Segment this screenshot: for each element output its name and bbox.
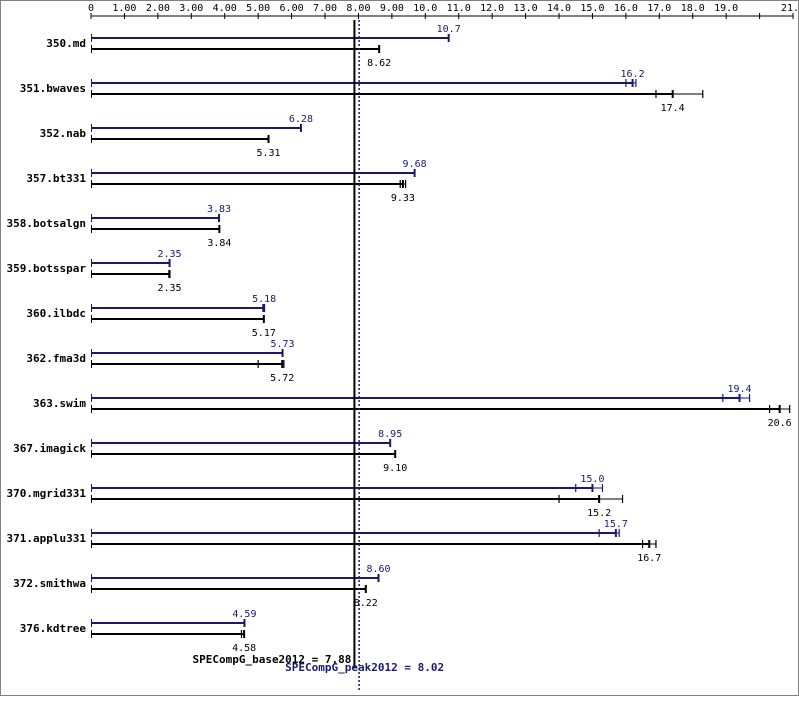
peak-value-label: 15.7 bbox=[604, 519, 628, 530]
x-tick-label: 0 bbox=[88, 3, 94, 14]
base-value-label: 4.58 bbox=[232, 643, 256, 654]
benchmark-label: 363.swim bbox=[33, 397, 86, 410]
base-value-label: 17.4 bbox=[661, 103, 685, 114]
mean-lines: SPECompG_base2012 = 7.88SPECompG_peak201… bbox=[192, 20, 444, 690]
x-tick-label: 16.0 bbox=[614, 3, 638, 14]
base-value-label: 8.62 bbox=[367, 58, 391, 69]
x-tick-label: 19.0 bbox=[714, 3, 738, 14]
x-tick-label: 13.0 bbox=[514, 3, 538, 14]
base-value-label: 3.84 bbox=[207, 238, 231, 249]
benchmark-label: 372.smithwa bbox=[13, 577, 86, 590]
peak-value-label: 19.4 bbox=[727, 384, 751, 395]
x-tick-label: 12.0 bbox=[480, 3, 504, 14]
x-tick-label: 18.0 bbox=[681, 3, 705, 14]
benchmark-label: 352.nab bbox=[40, 127, 87, 140]
base-value-label: 15.2 bbox=[587, 508, 611, 519]
x-tick-label: 21.0 bbox=[781, 3, 799, 14]
peak-value-label: 5.73 bbox=[271, 339, 295, 350]
x-tick-label: 1.00 bbox=[112, 3, 136, 14]
peak-value-label: 3.83 bbox=[207, 204, 231, 215]
x-axis: 0 1.00 2.00 3.00 4.00 5.00 6.00 7.00 8.00 9.00 10.… bbox=[88, 3, 799, 19]
x-tick-label: 14.0 bbox=[547, 3, 571, 14]
benchmark-label: 357.bt331 bbox=[26, 172, 86, 185]
base-value-label: 5.17 bbox=[252, 328, 276, 339]
peak-value-label: 15.0 bbox=[580, 474, 604, 485]
peak-value-label: 5.18 bbox=[252, 294, 276, 305]
x-tick-label: 8.00 bbox=[346, 3, 370, 14]
peak-value-label: 8.95 bbox=[378, 429, 402, 440]
peak-value-label: 4.59 bbox=[232, 609, 256, 620]
x-tick-label: 4.00 bbox=[213, 3, 237, 14]
benchmark-label: 376.kdtree bbox=[20, 622, 87, 635]
benchmark-label: 371.applu331 bbox=[7, 532, 87, 545]
base-mean-label: SPECompG_base2012 = 7.88 bbox=[192, 653, 351, 666]
peak-value-label: 10.7 bbox=[437, 24, 461, 35]
benchmark-label: 351.bwaves bbox=[20, 82, 86, 95]
x-tick-label: 7.00 bbox=[313, 3, 337, 14]
x-tick-label: 3.00 bbox=[179, 3, 203, 14]
x-tick-label: 6.00 bbox=[280, 3, 304, 14]
benchmark-label: 370.mgrid331 bbox=[7, 487, 87, 500]
x-tick-label: 11.0 bbox=[447, 3, 471, 14]
x-tick-label: 2.00 bbox=[146, 3, 170, 14]
bars: 350.md 10.7 8.62 351.bwaves 16.2 17.4 352.nab 6… bbox=[7, 24, 792, 654]
peak-value-label: 8.60 bbox=[366, 564, 390, 575]
benchmark-label: 358.botsalgn bbox=[7, 217, 86, 230]
x-tick-label: 5.00 bbox=[246, 3, 270, 14]
base-value-label: 2.35 bbox=[158, 283, 182, 294]
base-value-label: 8.22 bbox=[354, 598, 378, 609]
peak-mean-label: SPECompG_peak2012 = 8.02 bbox=[285, 661, 444, 674]
base-value-label: 16.7 bbox=[637, 553, 661, 564]
base-value-label: 9.10 bbox=[383, 463, 407, 474]
benchmark-label: 367.imagick bbox=[13, 442, 86, 455]
peak-value-label: 16.2 bbox=[621, 69, 645, 80]
benchmark-label: 359.botsspar bbox=[7, 262, 87, 275]
benchmark-label: 360.ilbdc bbox=[26, 307, 86, 320]
peak-value-label: 9.68 bbox=[403, 159, 427, 170]
base-value-label: 9.33 bbox=[391, 193, 415, 204]
base-value-label: 5.31 bbox=[256, 148, 280, 159]
x-tick-label: 9.00 bbox=[380, 3, 404, 14]
peak-value-label: 6.28 bbox=[289, 114, 313, 125]
peak-value-label: 2.35 bbox=[158, 249, 182, 260]
x-tick-label: 10.0 bbox=[413, 3, 437, 14]
x-tick-label: 15.0 bbox=[580, 3, 604, 14]
benchmark-label: 362.fma3d bbox=[26, 352, 86, 365]
base-value-label: 5.72 bbox=[270, 373, 294, 384]
benchmark-label: 350.md bbox=[46, 37, 86, 50]
base-value-label: 20.6 bbox=[768, 418, 792, 429]
x-tick-label: 17.0 bbox=[647, 3, 671, 14]
